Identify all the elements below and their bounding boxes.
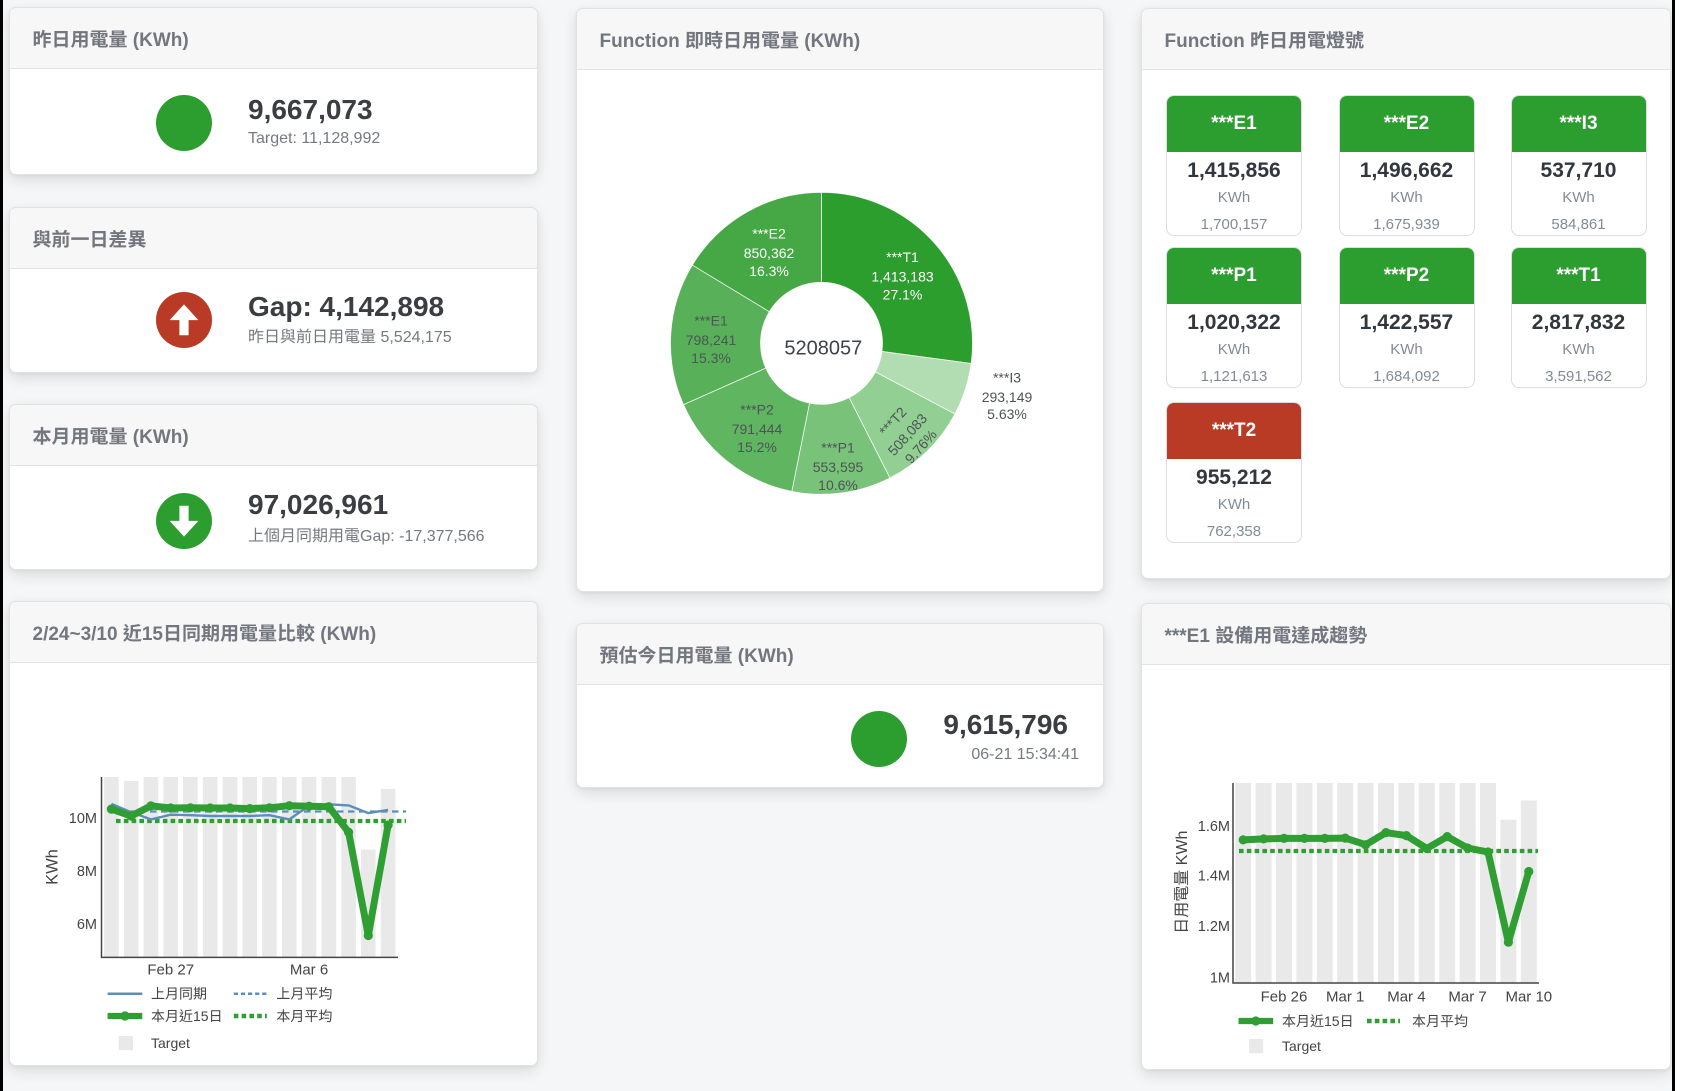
svg-text:5208057: 5208057 [784,338,862,360]
svg-text:553,595: 553,595 [813,459,864,475]
svg-text:293,149: 293,149 [982,389,1033,405]
svg-text:798,241: 798,241 [686,332,737,348]
svg-text:***P2: ***P2 [740,402,774,418]
svg-text:上月同期: 上月同期 [151,986,207,1002]
svg-text:Mar 1: Mar 1 [1326,989,1364,1006]
svg-text:1.2M: 1.2M [1198,919,1230,935]
svg-text:Feb 26: Feb 26 [1261,989,1308,1006]
svg-text:1.6M: 1.6M [1198,819,1230,835]
svg-text:本月近15日: 本月近15日 [1282,1013,1354,1029]
svg-text:KWh: KWh [43,849,61,885]
svg-text:10M: 10M [69,811,97,827]
svg-text:本月平均: 本月平均 [1412,1013,1468,1029]
svg-text:Target: Target [1282,1038,1321,1054]
svg-text:6M: 6M [77,917,97,933]
svg-text:Mar 7: Mar 7 [1448,989,1486,1006]
svg-text:1,413,183: 1,413,183 [871,269,933,285]
svg-text:15.2%: 15.2% [737,439,777,455]
svg-text:1M: 1M [1210,970,1230,986]
svg-text:上月平均: 上月平均 [276,986,332,1002]
svg-text:Target: Target [151,1035,190,1051]
svg-text:Feb 27: Feb 27 [147,962,194,979]
svg-text:791,444: 791,444 [732,421,783,437]
svg-text:10.6%: 10.6% [818,477,858,493]
svg-text:1.4M: 1.4M [1198,868,1230,884]
svg-text:5.63%: 5.63% [987,406,1027,422]
svg-text:8M: 8M [77,864,97,880]
svg-text:***P1: ***P1 [821,440,855,456]
svg-text:16.3%: 16.3% [749,263,789,279]
svg-text:15.3%: 15.3% [691,350,731,366]
svg-text:27.1%: 27.1% [883,287,923,303]
svg-text:本月近15日: 本月近15日 [151,1008,223,1024]
svg-text:本月平均: 本月平均 [276,1008,332,1024]
svg-text:***I3: ***I3 [993,369,1021,385]
svg-text:***E1: ***E1 [694,313,728,329]
svg-text:日用電量 KWh: 日用電量 KWh [1174,831,1191,934]
svg-text:Mar 10: Mar 10 [1505,989,1552,1006]
svg-text:Mar 4: Mar 4 [1387,989,1425,1006]
svg-text:Mar 6: Mar 6 [290,962,328,979]
svg-text:850,362: 850,362 [744,245,795,261]
svg-text:***T1: ***T1 [886,249,919,265]
svg-text:***E2: ***E2 [752,226,786,242]
